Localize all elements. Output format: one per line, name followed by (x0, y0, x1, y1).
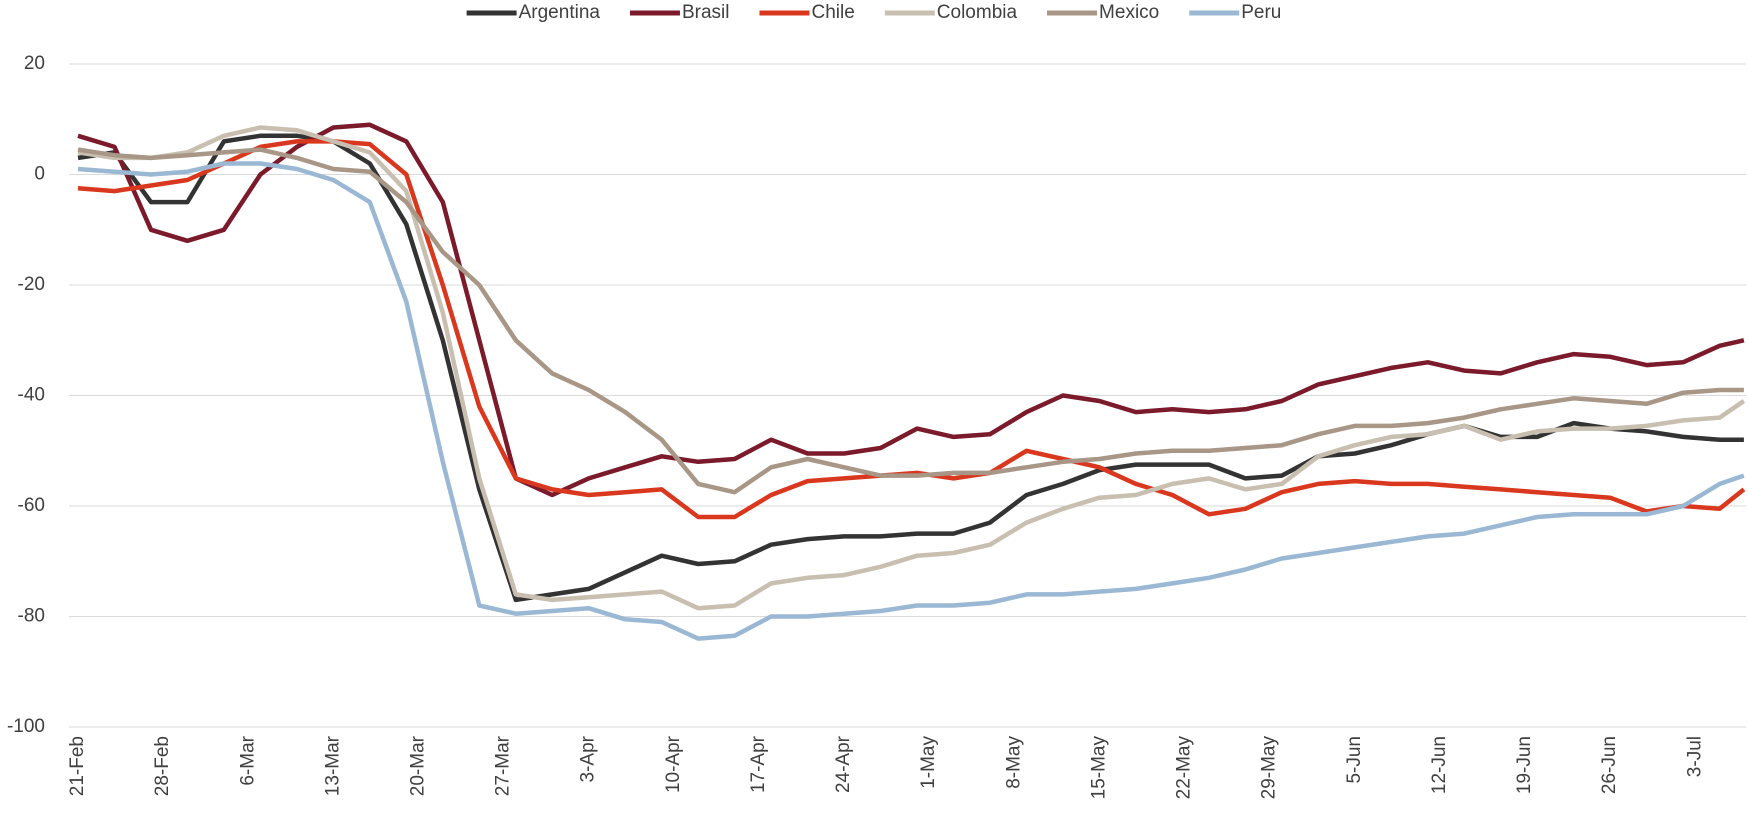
series-line (77, 139, 1746, 520)
y-tick-label: -40 (18, 385, 45, 406)
series-line (77, 125, 1746, 611)
x-tick-label: 6-Mar (237, 735, 258, 785)
x-tick-label: 1-May (918, 736, 939, 789)
legend-label: Brasil (682, 2, 730, 23)
legend: Argentina Brasil Chile Colombia Mexico Peru (466, 2, 1281, 23)
x-tick-label: 8-May (1003, 736, 1024, 789)
series-line (77, 147, 1744, 495)
x-tick-label: 28-Feb (152, 736, 173, 796)
x-tick-label: 20-Mar (407, 735, 428, 796)
series-line (77, 122, 1745, 498)
x-tick-label: 26-Jun (1599, 736, 1620, 794)
x-tick-label: 21-Feb (67, 736, 88, 796)
y-tick-label: -100 (7, 716, 45, 737)
x-tick-label: 13-Mar (322, 735, 343, 796)
x-tick-label: 29-May (1259, 736, 1280, 800)
y-tick-label: -60 (18, 495, 45, 516)
x-tick-label: 24-Apr (833, 735, 854, 793)
legend-label: Argentina (519, 2, 601, 23)
legend-label: Mexico (1099, 2, 1159, 23)
legend-label: Peru (1241, 2, 1281, 23)
x-tick-label: 27-Mar (493, 735, 514, 796)
x-tick-label: 17-Apr (748, 735, 769, 793)
legend-label: Chile (811, 2, 854, 23)
x-tick-label: 3-Apr (578, 735, 599, 782)
x-tick-label: 5-Jun (1344, 736, 1365, 784)
legend-label: Colombia (937, 2, 1018, 23)
x-tick-label: 22-May (1174, 736, 1195, 800)
x-tick-label: 12-Jun (1429, 736, 1450, 794)
y-tick-label: -80 (18, 606, 45, 627)
x-tick-label: 19-Jun (1514, 736, 1535, 794)
series-line (77, 133, 1744, 603)
y-tick-label: 20 (24, 53, 45, 74)
y-tick-label: -20 (18, 274, 45, 295)
x-tick-label: 3-Jul (1684, 736, 1705, 777)
y-tick-label: 0 (34, 164, 45, 185)
x-tick-label: 10-Apr (663, 735, 684, 793)
series-line (77, 161, 1745, 641)
x-tick-label: 15-May (1088, 736, 1109, 800)
